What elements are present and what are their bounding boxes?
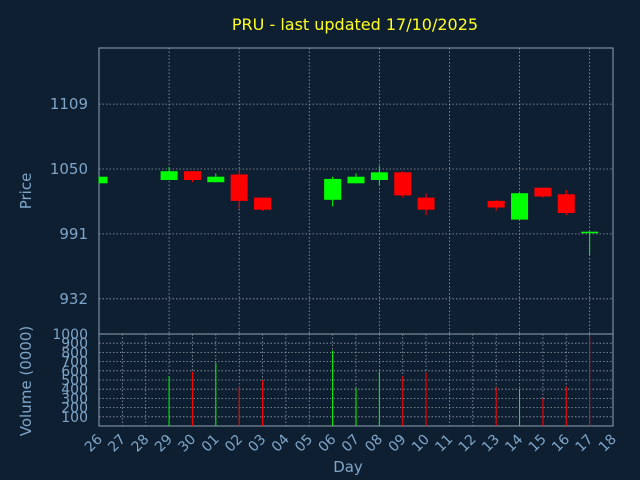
candle-body <box>487 200 505 208</box>
candle-body <box>370 172 388 180</box>
candle-body <box>417 197 435 210</box>
candle-body <box>534 187 552 197</box>
volume-tick-label: 200 <box>61 401 88 417</box>
candle-body <box>394 172 412 196</box>
candle-body <box>207 176 225 183</box>
volume-tick-label: 700 <box>61 355 88 371</box>
volume-tick-label: 300 <box>61 391 88 407</box>
price-tick-label: 1050 <box>50 160 88 178</box>
day-axis-label: Day <box>333 458 363 476</box>
candle-body <box>581 231 599 234</box>
volume-tick-label: 800 <box>61 345 88 361</box>
volume-tick-label: 400 <box>61 382 88 398</box>
volume-axis-label: Volume (0000) <box>17 326 35 436</box>
candle-body <box>511 193 529 220</box>
candle-body <box>230 174 248 201</box>
candle-body <box>99 176 108 184</box>
chart-title: PRU - last updated 17/10/2025 <box>232 15 478 34</box>
price-tick-label: 1109 <box>50 95 88 113</box>
candle-body <box>347 176 365 184</box>
volume-tick-label: 900 <box>61 336 88 352</box>
price-tick-label: 932 <box>59 290 88 308</box>
price-tick-label: 991 <box>59 225 88 243</box>
price-axis-label: Price <box>17 173 35 210</box>
volume-tick-label: 600 <box>61 364 88 380</box>
candle-body <box>254 197 272 210</box>
volume-tick-label: 100 <box>61 410 88 426</box>
volume-tick-label: 500 <box>61 373 88 389</box>
candle-body <box>557 194 575 213</box>
candle-body <box>183 171 201 180</box>
candle-body <box>160 171 178 180</box>
candle-body <box>324 178 342 200</box>
volume-tick-label: 1000 <box>52 327 88 343</box>
